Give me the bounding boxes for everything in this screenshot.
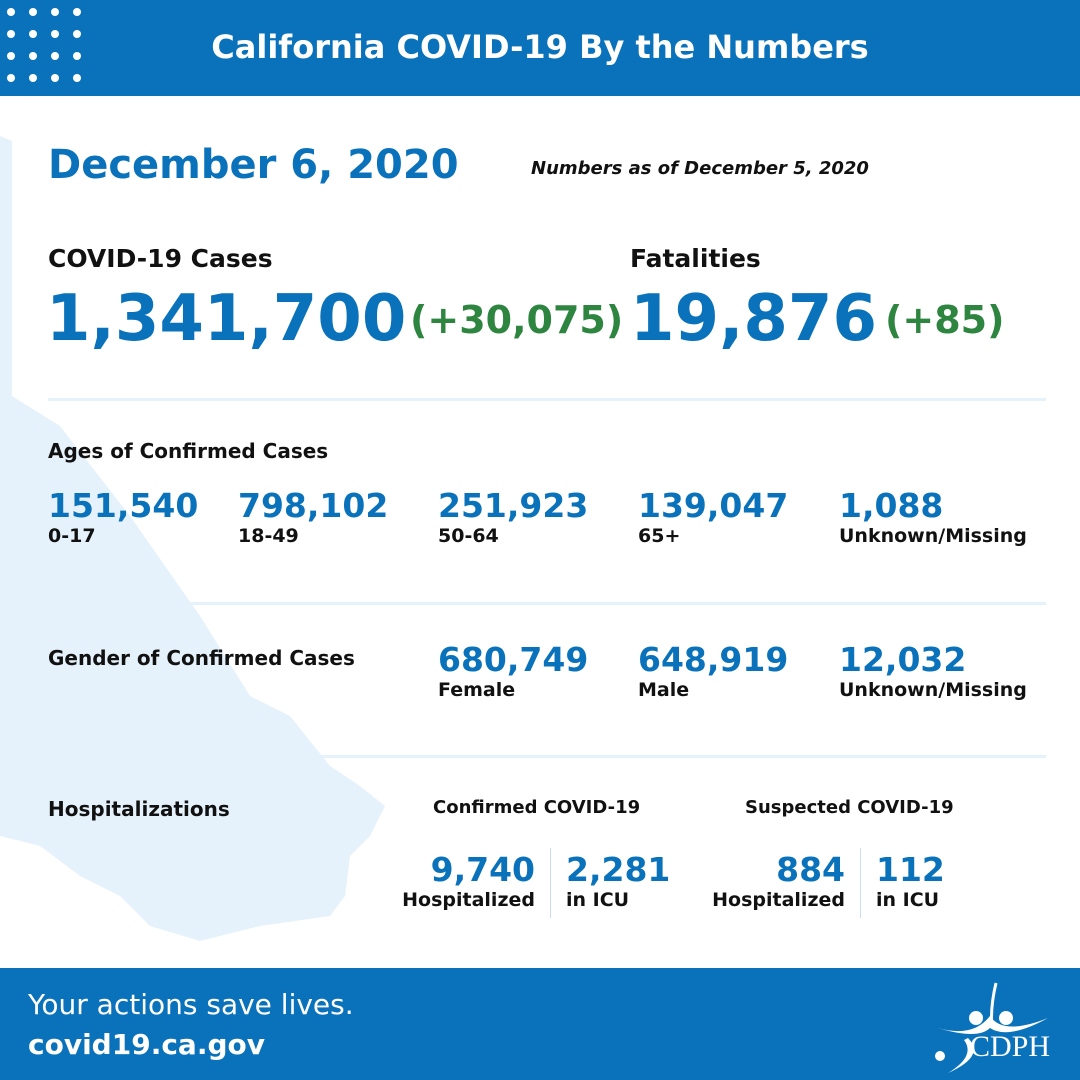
report-date: December 6, 2020 xyxy=(48,142,459,188)
confirmed-label: Confirmed COVID-19 xyxy=(433,797,641,818)
gender-category: Male xyxy=(638,679,690,701)
confirmed-icu: 2,281 in ICU xyxy=(566,850,670,911)
suspected-icu-label: in ICU xyxy=(876,889,940,911)
age-item: 151,540 0-17 xyxy=(48,486,198,547)
divider xyxy=(860,848,861,918)
confirmed-hospitalized-label: Hospitalized xyxy=(402,889,535,911)
divider xyxy=(550,848,551,918)
divider xyxy=(48,755,1046,758)
suspected-label: Suspected COVID-19 xyxy=(745,797,954,818)
cases-label: COVID-19 Cases xyxy=(48,244,273,273)
age-label: 65+ xyxy=(638,525,681,547)
gender-item: 648,919 Male xyxy=(638,640,788,701)
gender-item: 12,032 Unknown/Missing xyxy=(839,640,1027,701)
age-label: 0-17 xyxy=(48,525,96,547)
gender-value: 648,919 xyxy=(638,640,789,679)
confirmed-hospitalized: 9,740 Hospitalized xyxy=(400,850,535,911)
page-title: California COVID-19 By the Numbers xyxy=(211,28,869,66)
age-value: 798,102 xyxy=(238,486,389,525)
fatalities-label: Fatalities xyxy=(630,244,761,273)
suspected-hospitalized-value: 884 xyxy=(776,850,845,889)
gender-category: Unknown/Missing xyxy=(839,679,1027,701)
divider xyxy=(48,602,1046,605)
gender-value: 680,749 xyxy=(438,640,589,679)
age-label: Unknown/Missing xyxy=(839,525,1027,547)
age-value: 1,088 xyxy=(839,486,944,525)
age-value: 151,540 xyxy=(48,486,199,525)
cdph-logo-icon xyxy=(935,982,1048,1073)
fatalities-value: 19,876 xyxy=(630,282,877,356)
as-of-note: Numbers as of December 5, 2020 xyxy=(531,158,869,179)
footer-bar: Your actions save lives. covid19.ca.gov … xyxy=(0,968,1080,1080)
website-link[interactable]: covid19.ca.gov xyxy=(28,1028,265,1061)
hospitalizations-label: Hospitalizations xyxy=(48,797,230,821)
california-map-background xyxy=(0,136,385,941)
suspected-hospitalized-label: Hospitalized xyxy=(712,889,845,911)
age-item: 798,102 18-49 xyxy=(238,486,388,547)
gender-label: Gender of Confirmed Cases xyxy=(48,646,355,670)
divider xyxy=(48,398,1046,401)
header-bar: California COVID-19 By the Numbers xyxy=(0,0,1080,96)
cdph-logo: CDPH xyxy=(928,978,1058,1073)
age-value: 251,923 xyxy=(438,486,589,525)
suspected-icu-value: 112 xyxy=(876,850,945,889)
gender-item: 680,749 Female xyxy=(438,640,588,701)
tagline: Your actions save lives. xyxy=(28,988,354,1021)
age-label: 18-49 xyxy=(238,525,299,547)
confirmed-icu-label: in ICU xyxy=(566,889,630,911)
age-item: 1,088 Unknown/Missing xyxy=(839,486,1027,547)
age-item: 251,923 50-64 xyxy=(438,486,588,547)
fatalities-change: (+85) xyxy=(885,298,1005,342)
cases-value: 1,341,700 xyxy=(46,282,407,356)
confirmed-hospitalized-value: 9,740 xyxy=(430,850,535,889)
confirmed-icu-value: 2,281 xyxy=(566,850,671,889)
suspected-icu: 112 in ICU xyxy=(876,850,945,911)
age-item: 139,047 65+ xyxy=(638,486,788,547)
cases-change: (+30,075) xyxy=(410,298,624,342)
logo-text: CDPH xyxy=(970,1030,1051,1063)
age-value: 139,047 xyxy=(638,486,789,525)
gender-value: 12,032 xyxy=(839,640,967,679)
gender-category: Female xyxy=(438,679,516,701)
ages-label: Ages of Confirmed Cases xyxy=(48,439,329,463)
suspected-hospitalized: 884 Hospitalized xyxy=(700,850,845,911)
age-label: 50-64 xyxy=(438,525,499,547)
